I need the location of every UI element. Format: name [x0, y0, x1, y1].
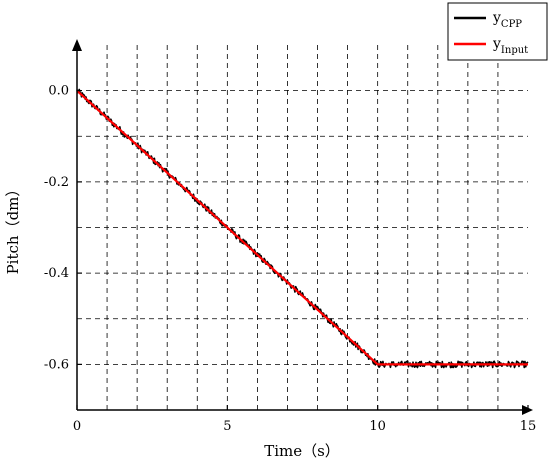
y-tick-label: -0.6 — [44, 357, 69, 372]
legend: yCPP yInput — [447, 2, 548, 61]
x-tick-label: 5 — [223, 419, 231, 434]
x-axis-label: Time（s） — [264, 442, 340, 460]
tick-labels: 0 5 10 15 0.0 -0.2 -0.4 -0.6 — [44, 84, 536, 434]
x-tick-label: 0 — [73, 419, 81, 434]
grid-lines — [77, 45, 528, 410]
y-tick-label: -0.4 — [44, 266, 69, 281]
series-lines — [76, 88, 529, 369]
y-tick-label: -0.2 — [44, 175, 69, 190]
x-tick-label: 10 — [369, 419, 386, 434]
y-tick-label: 0.0 — [48, 84, 69, 99]
x-tick-label: 15 — [520, 419, 537, 434]
y-axis-arrow — [72, 39, 82, 51]
legend-box — [447, 2, 548, 61]
axes — [72, 39, 533, 415]
series-line-cpp — [76, 88, 529, 369]
legend-entry: yInput — [492, 36, 528, 56]
series-line-input — [76, 89, 528, 366]
y-axis-label: Pitch（dm） — [4, 182, 22, 275]
legend-entry: yCPP — [492, 10, 522, 30]
